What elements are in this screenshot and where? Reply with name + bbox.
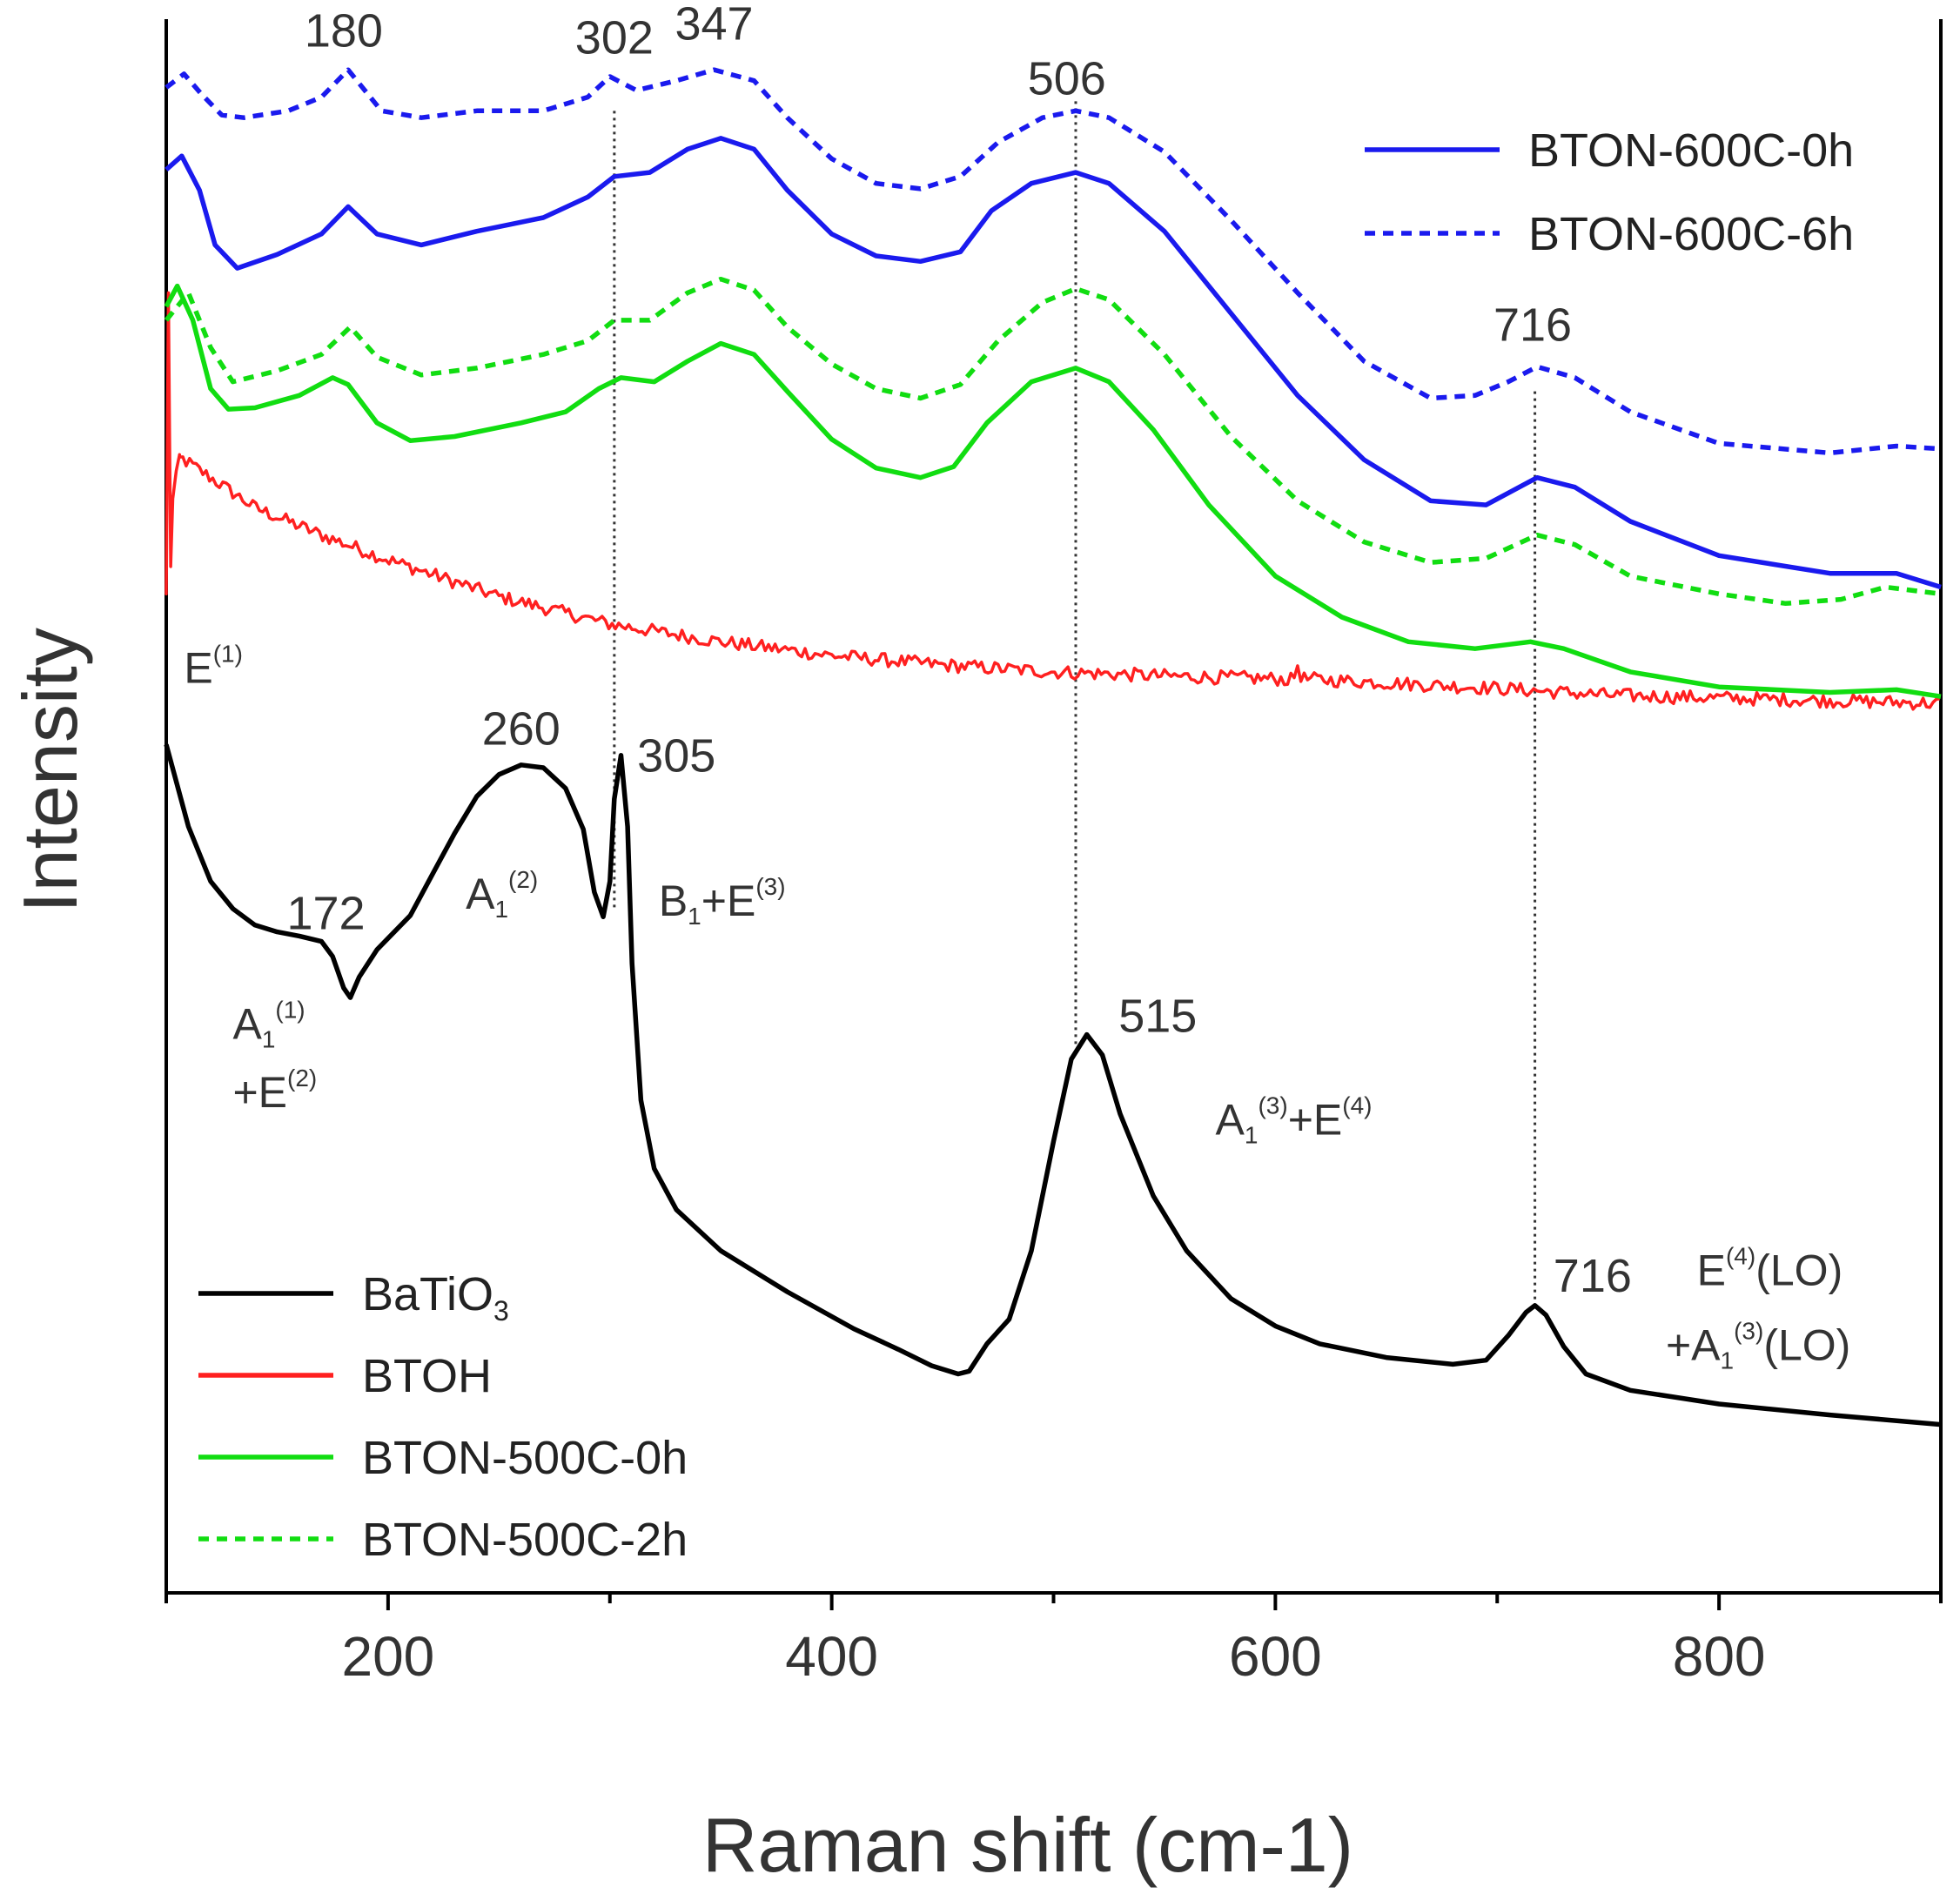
legends: BTON-600C-0h BTON-600C-6h BaTiO3 BTOH BTON-5…	[198, 124, 1854, 1566]
legend-label: BTON-500C-2h	[362, 1514, 688, 1566]
mode-label: +E(2)	[232, 1065, 317, 1117]
legend-label: BaTiO3	[362, 1268, 509, 1327]
series-line-bton-600c-0h	[164, 136, 1942, 590]
peak-label: 260	[482, 702, 560, 755]
legend-label: BTOH	[362, 1350, 492, 1402]
x-tick-label: 600	[1229, 1625, 1322, 1688]
peak-label: 180	[305, 4, 383, 57]
mode-label: E(4)(LO)	[1697, 1242, 1843, 1294]
mode-label: A1(1)	[232, 996, 305, 1052]
peak-label: 302	[575, 11, 654, 64]
x-tick-label: 400	[785, 1625, 878, 1688]
peak-label: 716	[1554, 1250, 1632, 1302]
series-line-btoh	[164, 291, 1940, 711]
series-line-bton-600c-6h	[164, 67, 1942, 456]
mode-label: B1+E(3)	[659, 873, 786, 930]
annotations: 180 302 347 506 716 260 172 305 515 716 E(1) A1(1) +…	[184, 0, 1850, 1374]
legend-label: BTON-500C-0h	[362, 1432, 688, 1484]
x-axis-title: Raman shift (cm-1)	[702, 1802, 1353, 1888]
series-line-bton-500c-0h	[164, 283, 1942, 699]
legend-label: BTON-600C-6h	[1528, 208, 1854, 260]
peak-label: 347	[675, 0, 753, 50]
x-tick-label: 800	[1673, 1625, 1766, 1688]
peak-label: 515	[1118, 990, 1197, 1042]
mode-label: +A1(3)(LO)	[1666, 1318, 1850, 1374]
legend-label: BTON-600C-0h	[1528, 124, 1854, 177]
peak-label: 716	[1493, 299, 1572, 351]
series-group	[164, 67, 1942, 1427]
peak-label: 506	[1028, 52, 1106, 104]
mode-label: E(1)	[184, 641, 243, 693]
mode-label: A1(3)+E(4)	[1216, 1092, 1373, 1148]
axes: 200 400 600 800	[164, 19, 1943, 1688]
y-axis-title: Intensity	[7, 628, 93, 913]
mode-label: A1(2)	[466, 866, 538, 923]
series-line-batio3	[164, 743, 1942, 1427]
peak-label: 305	[637, 730, 715, 783]
x-tick-label: 200	[341, 1625, 434, 1688]
guide-lines	[613, 101, 1537, 1306]
peak-label: 172	[286, 887, 365, 939]
series-line-bton-500c-2h	[164, 276, 1942, 607]
